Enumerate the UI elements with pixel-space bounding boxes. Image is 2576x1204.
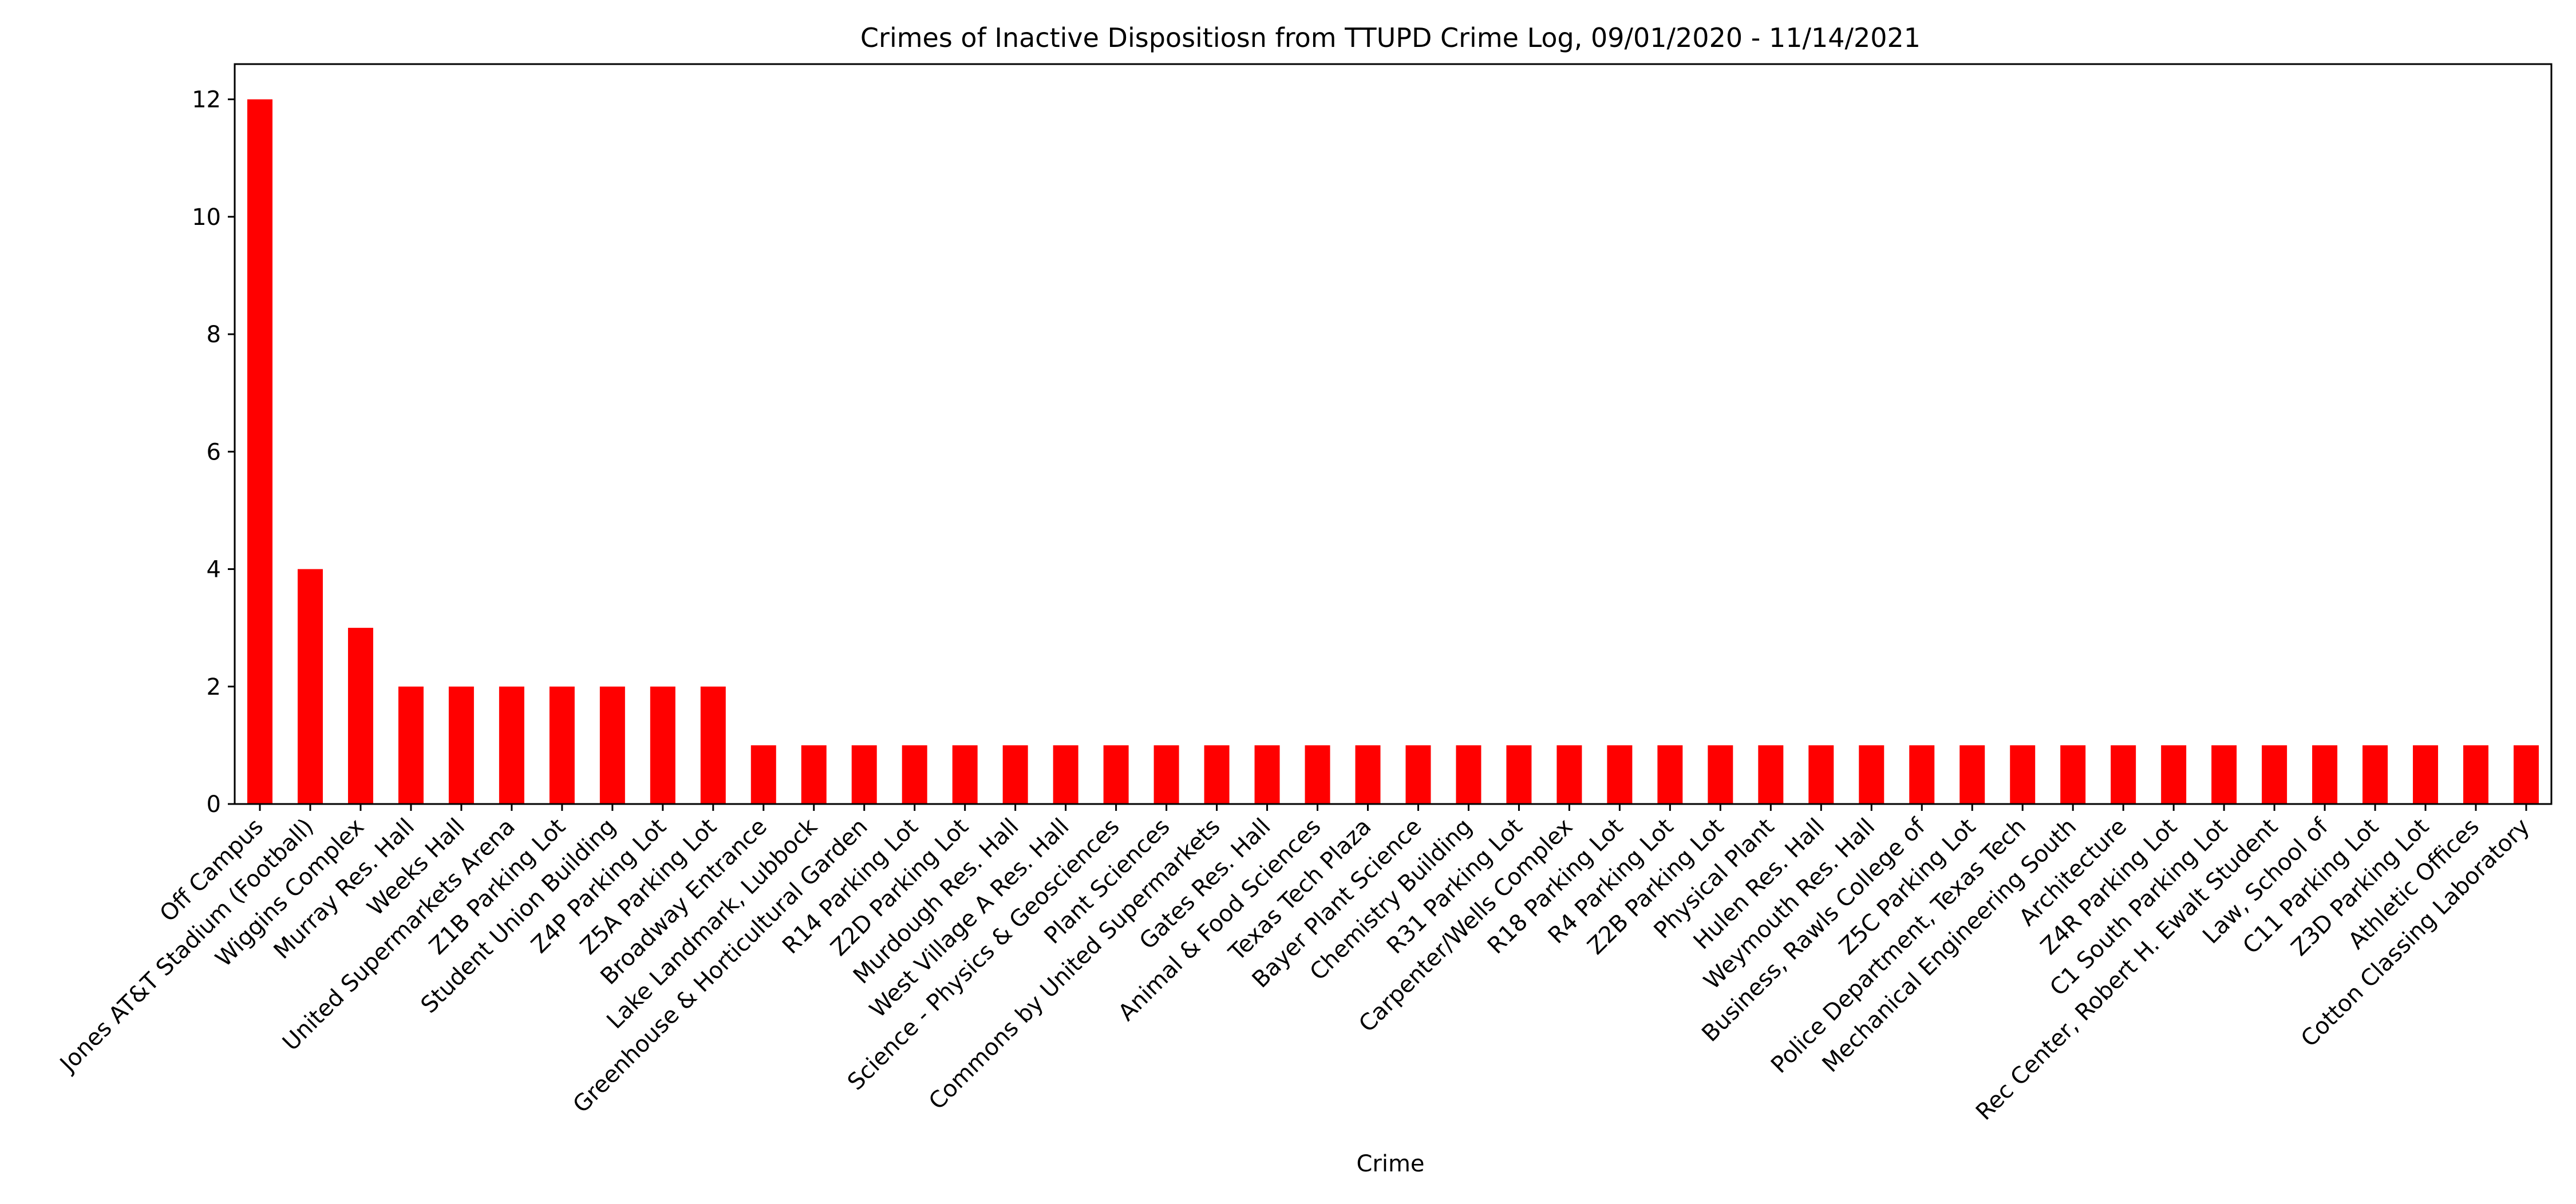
bar (297, 569, 323, 804)
bar (2463, 745, 2489, 804)
bar (2262, 745, 2287, 804)
bar (1657, 745, 1683, 804)
bar (1556, 745, 1582, 804)
bar (2413, 745, 2439, 804)
bar (1758, 745, 1784, 804)
bar (599, 686, 625, 804)
bar (1305, 745, 1330, 804)
bar (1506, 745, 1532, 804)
bar (851, 745, 877, 804)
y-tick-label: 6 (207, 439, 221, 465)
bar (398, 686, 424, 804)
bars-layer (247, 99, 2539, 804)
bar (650, 686, 675, 804)
bar (1959, 745, 1985, 804)
bar (2514, 745, 2539, 804)
bar (2312, 745, 2338, 804)
bar (247, 99, 272, 804)
y-tick-label: 2 (207, 674, 221, 700)
y-tick-label: 0 (207, 791, 221, 818)
y-tick-label: 10 (192, 204, 221, 231)
bar (1708, 745, 1733, 804)
bar (1909, 745, 1935, 804)
bar (1204, 745, 1230, 804)
bar (1808, 745, 1834, 804)
bar (952, 745, 978, 804)
plot-frame (234, 63, 2553, 805)
bar (549, 686, 575, 804)
bar (448, 686, 474, 804)
y-tick-label: 4 (207, 557, 221, 583)
bar (1053, 745, 1078, 804)
bar (1607, 745, 1633, 804)
bar (750, 745, 776, 804)
y-tick-label: 8 (207, 322, 221, 348)
bar (1355, 745, 1381, 804)
bar (347, 628, 373, 804)
bar (1456, 745, 1481, 804)
bar (801, 745, 827, 804)
y-tick-label: 12 (192, 87, 221, 113)
bar (2111, 745, 2136, 804)
y-axis: 0 2 4 6 8 10 12 (192, 87, 235, 818)
bar (902, 745, 927, 804)
x-axis-label: Crime (1356, 1151, 1424, 1177)
bar (2010, 745, 2036, 804)
bar (1859, 745, 1884, 804)
bar (1405, 745, 1431, 804)
chart-title: Crimes of Inactive Dispositiosn from TTU… (860, 22, 1921, 53)
bar (2161, 745, 2187, 804)
bar (700, 686, 726, 804)
bar (499, 686, 524, 804)
bar (2060, 745, 2086, 804)
bar (2362, 745, 2388, 804)
bar (1153, 745, 1179, 804)
bar (2211, 745, 2237, 804)
bar (1103, 745, 1129, 804)
bar (1254, 745, 1280, 804)
bar (1002, 745, 1028, 804)
